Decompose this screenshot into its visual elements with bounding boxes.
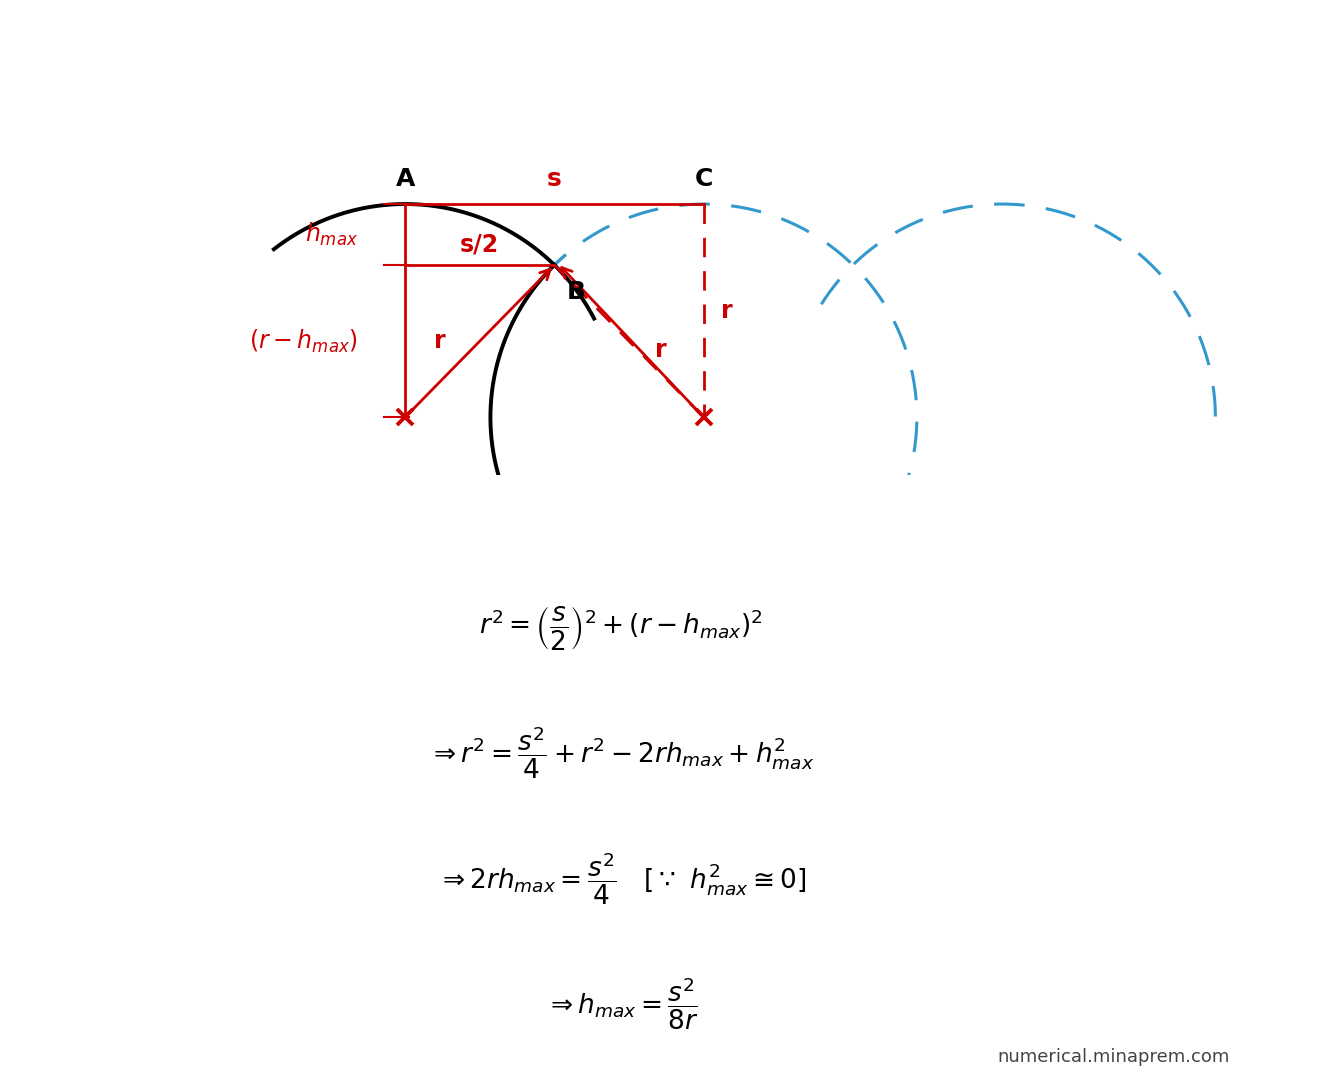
Text: r: r bbox=[720, 299, 732, 323]
Text: r: r bbox=[654, 338, 666, 362]
Text: $\Rightarrow 2rh_{max} = \dfrac{s^2}{4} \quad [\because\ h^2_{max} \cong 0]$: $\Rightarrow 2rh_{max} = \dfrac{s^2}{4} … bbox=[436, 850, 806, 907]
Text: A: A bbox=[395, 167, 415, 191]
Text: r: r bbox=[434, 329, 446, 353]
Text: $\Rightarrow h_{max} = \dfrac{s^2}{8r}$: $\Rightarrow h_{max} = \dfrac{s^2}{8r}$ bbox=[545, 975, 698, 1032]
Text: $\Rightarrow r^2 = \dfrac{s^2}{4} + r^2 - 2rh_{max} + h^2_{max}$: $\Rightarrow r^2 = \dfrac{s^2}{4} + r^2 … bbox=[428, 725, 814, 782]
Text: numerical.minaprem.com: numerical.minaprem.com bbox=[997, 1048, 1229, 1066]
Text: s/2: s/2 bbox=[460, 233, 500, 257]
Text: $h_{max}$: $h_{max}$ bbox=[305, 221, 358, 248]
Text: C: C bbox=[694, 167, 713, 191]
Text: B: B bbox=[567, 280, 586, 304]
Text: $(r - h_{max})$: $(r - h_{max})$ bbox=[250, 327, 358, 354]
Text: s: s bbox=[547, 167, 562, 191]
Text: $r^2 = \left(\dfrac{s}{2}\right)^2 + (r - h_{max})^2$: $r^2 = \left(\dfrac{s}{2}\right)^2 + (r … bbox=[480, 604, 763, 652]
